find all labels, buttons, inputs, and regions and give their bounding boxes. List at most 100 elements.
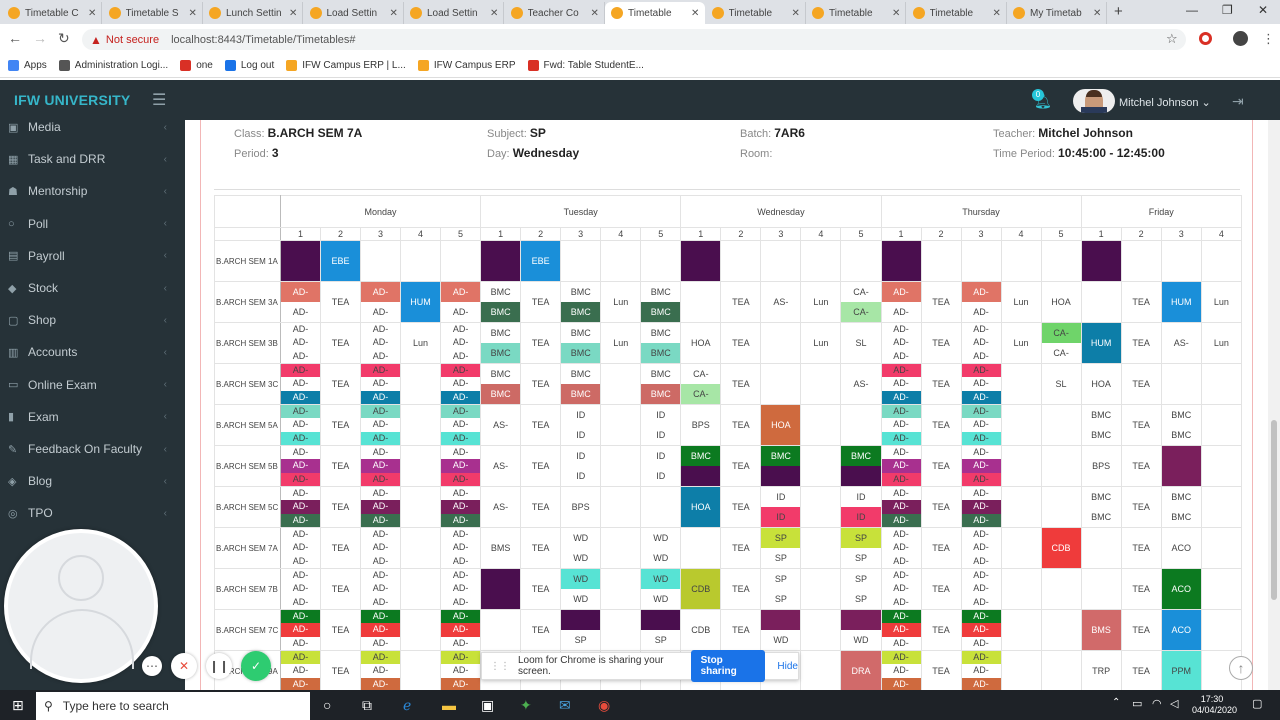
sidebar-item-stock[interactable]: ◆ Stock ‹ <box>0 272 185 304</box>
timetable-cell[interactable]: TEA <box>319 404 362 446</box>
timetable-cell[interactable]: AD- AD- AD- <box>279 527 321 569</box>
timetable-cell[interactable]: AD- AD- AD- <box>360 527 401 569</box>
notifications-icon[interactable]: ▢ <box>1252 698 1263 710</box>
timetable-cell[interactable]: AD- AD- <box>279 281 321 323</box>
timetable-cell[interactable]: Lun <box>1200 281 1242 323</box>
avatar[interactable] <box>1073 89 1115 113</box>
timetable-cell[interactable]: AD- AD- AD- <box>440 527 482 569</box>
timetable-cell[interactable] <box>600 363 642 405</box>
timetable-cell[interactable]: BPS <box>680 404 722 446</box>
browser-menu-icon[interactable]: ⋮ <box>1262 31 1275 46</box>
timetable-cell[interactable] <box>600 445 642 487</box>
tab-close-icon[interactable]: ✕ <box>289 7 298 19</box>
mail-icon[interactable]: ✉ <box>559 697 571 713</box>
timetable-cell[interactable] <box>480 568 522 610</box>
timetable-cell[interactable]: AD- AD- AD- <box>360 609 401 651</box>
tab-close-icon[interactable]: ✕ <box>1093 7 1102 19</box>
timetable-cell[interactable]: AD- AD- AD- <box>960 404 1002 446</box>
timetable-cell[interactable]: SP SP <box>760 568 802 610</box>
timetable-cell[interactable]: Lun <box>800 281 842 323</box>
timetable-cell[interactable]: AD- AD- AD- <box>440 363 482 405</box>
timetable-cell[interactable]: TEA <box>520 404 562 446</box>
browser-tab[interactable]: Timetable S ✕ <box>103 2 203 24</box>
timetable-cell[interactable] <box>800 650 842 690</box>
timetable-cell[interactable]: WD WD <box>560 568 602 610</box>
timetable-cell[interactable] <box>680 281 722 323</box>
tab-close-icon[interactable]: ✕ <box>389 7 398 19</box>
timetable-cell[interactable]: AD- AD- AD- <box>960 650 1002 690</box>
timetable-cell[interactable]: TEA <box>319 609 362 651</box>
timetable-cell[interactable]: TEA <box>920 322 962 364</box>
timetable-cell[interactable]: WD <box>760 609 802 651</box>
back-icon[interactable]: ← <box>8 30 22 46</box>
timetable-cell[interactable] <box>800 609 842 651</box>
timetable-cell[interactable] <box>800 568 842 610</box>
timetable-cell[interactable]: AD- AD- AD- <box>279 568 321 610</box>
timetable-cell[interactable]: TEA <box>1120 527 1162 569</box>
timetable-cell[interactable] <box>1000 568 1042 610</box>
tab-close-icon[interactable]: ✕ <box>892 7 901 19</box>
timetable-cell[interactable]: TEA <box>319 363 362 405</box>
timetable-cell[interactable] <box>399 240 442 282</box>
timetable-cell[interactable]: TEA <box>920 650 962 690</box>
stop-sharing-button[interactable]: Stop sharing <box>690 650 766 682</box>
timetable-cell[interactable] <box>1080 527 1122 569</box>
timetable-cell[interactable]: AD- AD- AD- <box>360 322 401 364</box>
timetable-cell[interactable] <box>399 609 442 651</box>
timetable-cell[interactable] <box>1040 650 1082 690</box>
cortana-icon[interactable]: ○ <box>323 697 332 713</box>
tab-close-icon[interactable]: ✕ <box>88 7 97 19</box>
timetable-cell[interactable]: HOA <box>680 486 722 528</box>
timetable-cell[interactable]: BMC BMC <box>560 281 602 323</box>
timetable-cell[interactable]: BMC BMC <box>480 363 522 405</box>
timetable-cell[interactable]: TEA <box>720 363 762 405</box>
timetable-cell[interactable] <box>640 486 682 528</box>
timetable-cell[interactable]: AD- AD- AD- <box>360 568 401 610</box>
timetable-cell[interactable] <box>560 240 602 282</box>
timetable-cell[interactable]: TEA <box>520 609 562 651</box>
bookmark-item[interactable]: IFW Campus ERP | L... <box>286 60 406 71</box>
browser-tab[interactable]: Timetable ✕ <box>706 2 806 24</box>
windows-start-icon[interactable]: ⊞ <box>12 697 24 713</box>
timetable-cell[interactable] <box>800 486 842 528</box>
sidebar-item-media[interactable]: ▣ Media ‹ <box>0 111 185 143</box>
timetable-cell[interactable]: BMC BMC <box>560 322 602 364</box>
timetable-cell[interactable]: AD- AD- AD- <box>960 363 1002 405</box>
timetable-cell[interactable]: BMC BMC <box>1160 404 1202 446</box>
timetable-cell[interactable]: TEA <box>520 445 562 487</box>
hamburger-menu-icon[interactable]: ☰ <box>152 92 167 109</box>
sidebar-item-poll[interactable]: ○ Poll ‹ <box>0 208 185 240</box>
timetable-cell[interactable]: BMC BMC <box>480 322 522 364</box>
timetable-cell[interactable]: TEA <box>720 322 762 364</box>
timetable-cell[interactable] <box>1080 240 1122 282</box>
timetable-cell[interactable]: TEA <box>1120 568 1162 610</box>
timetable-cell[interactable]: BPS <box>560 486 602 528</box>
timetable-cell[interactable] <box>1160 363 1202 405</box>
timetable-cell[interactable]: TEA <box>319 322 362 364</box>
browser-tab[interactable]: Teacher Co ✕ <box>505 2 605 24</box>
timetable-cell[interactable]: CDB <box>680 609 722 651</box>
address-field[interactable]: ▲ Not secure localhost:8443/Timetable/Ti… <box>82 29 1186 50</box>
timetable-cell[interactable]: TEA <box>1120 322 1162 364</box>
timetable-cell[interactable] <box>800 240 842 282</box>
timetable-cell[interactable]: TEA <box>319 650 362 690</box>
timetable-cell[interactable]: ID ID <box>640 404 682 446</box>
sidebar-item-exam[interactable]: ▮ Exam ‹ <box>0 401 185 433</box>
timetable-cell[interactable]: TEA <box>520 486 562 528</box>
close-window-icon[interactable]: ✕ <box>1258 3 1269 17</box>
timetable-cell[interactable] <box>1040 609 1082 651</box>
timetable-cell[interactable] <box>480 240 522 282</box>
timetable-cell[interactable] <box>1000 363 1042 405</box>
timetable-cell[interactable]: AD- AD- AD- <box>960 609 1002 651</box>
timetable-cell[interactable]: Lun <box>1000 281 1042 323</box>
timetable-cell[interactable]: AD- AD- AD- <box>880 650 922 690</box>
timetable-cell[interactable] <box>1000 650 1042 690</box>
timetable-cell[interactable] <box>600 404 642 446</box>
timetable-cell[interactable] <box>720 240 762 282</box>
timetable-cell[interactable]: TEA <box>1120 650 1162 690</box>
timetable-cell[interactable] <box>800 363 842 405</box>
volume-icon[interactable]: ◁ <box>1170 698 1179 710</box>
timetable-cell[interactable] <box>1000 445 1042 487</box>
tab-close-icon[interactable]: ✕ <box>490 7 499 19</box>
timetable-cell[interactable] <box>840 240 882 282</box>
